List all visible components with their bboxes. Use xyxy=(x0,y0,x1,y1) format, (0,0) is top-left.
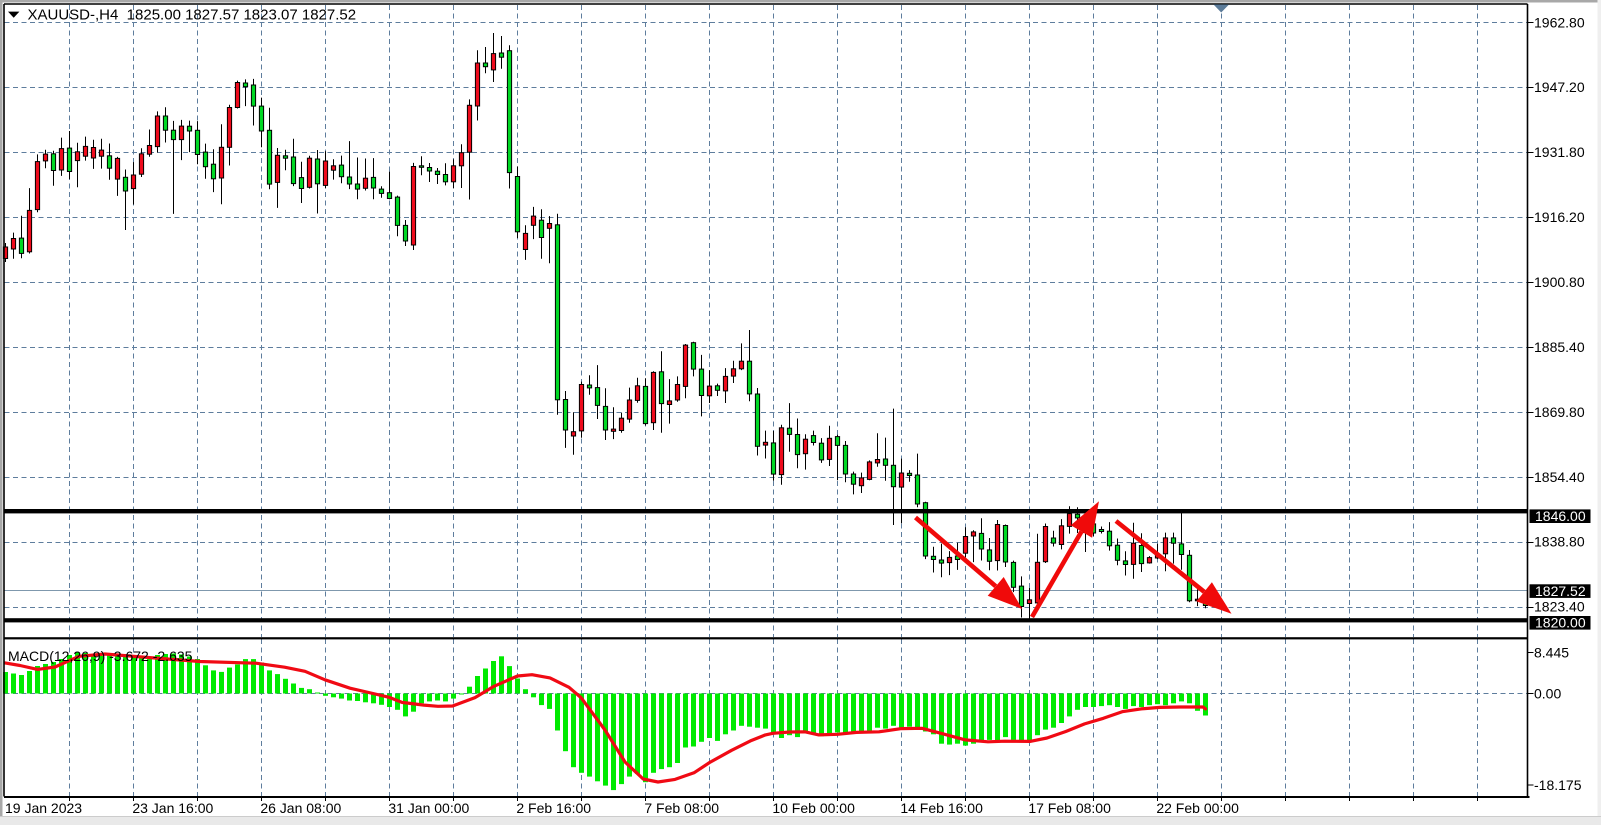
svg-text:1900.80: 1900.80 xyxy=(1534,274,1585,290)
svg-text:23 Jan 16:00: 23 Jan 16:00 xyxy=(132,800,213,816)
svg-text:-18.175: -18.175 xyxy=(1534,777,1582,793)
svg-text:1885.40: 1885.40 xyxy=(1534,339,1585,355)
svg-text:31 Jan 00:00: 31 Jan 00:00 xyxy=(388,800,469,816)
svg-text:1947.20: 1947.20 xyxy=(1534,79,1585,95)
svg-text:1838.80: 1838.80 xyxy=(1534,534,1585,550)
svg-text:14 Feb 16:00: 14 Feb 16:00 xyxy=(900,800,983,816)
svg-text:19 Jan 2023: 19 Jan 2023 xyxy=(5,800,82,816)
svg-text:XAUUSD-,H4 1825.00 1827.57 18: XAUUSD-,H4 1825.00 1827.57 1823.07 1827.… xyxy=(28,7,357,24)
svg-text:10 Feb 00:00: 10 Feb 00:00 xyxy=(772,800,855,816)
svg-text:1869.80: 1869.80 xyxy=(1534,404,1585,420)
svg-text:1916.20: 1916.20 xyxy=(1534,209,1585,225)
svg-text:0.00: 0.00 xyxy=(1534,686,1561,702)
svg-text:1931.80: 1931.80 xyxy=(1534,144,1585,160)
svg-text:2 Feb 16:00: 2 Feb 16:00 xyxy=(516,800,591,816)
svg-text:1823.40: 1823.40 xyxy=(1534,599,1585,615)
svg-text:26 Jan 08:00: 26 Jan 08:00 xyxy=(260,800,341,816)
svg-text:17 Feb 08:00: 17 Feb 08:00 xyxy=(1028,800,1111,816)
svg-text:22 Feb 00:00: 22 Feb 00:00 xyxy=(1156,800,1239,816)
svg-text:MACD(12,26,9) -3.672 -2.635: MACD(12,26,9) -3.672 -2.635 xyxy=(8,648,193,664)
svg-text:1827.52: 1827.52 xyxy=(1535,583,1586,599)
svg-text:1962.80: 1962.80 xyxy=(1534,14,1585,30)
svg-text:1820.00: 1820.00 xyxy=(1535,615,1586,631)
svg-text:1846.00: 1846.00 xyxy=(1535,508,1586,524)
svg-text:1854.40: 1854.40 xyxy=(1534,469,1585,485)
svg-text:8.445: 8.445 xyxy=(1534,645,1569,661)
svg-text:7 Feb 08:00: 7 Feb 08:00 xyxy=(644,800,719,816)
